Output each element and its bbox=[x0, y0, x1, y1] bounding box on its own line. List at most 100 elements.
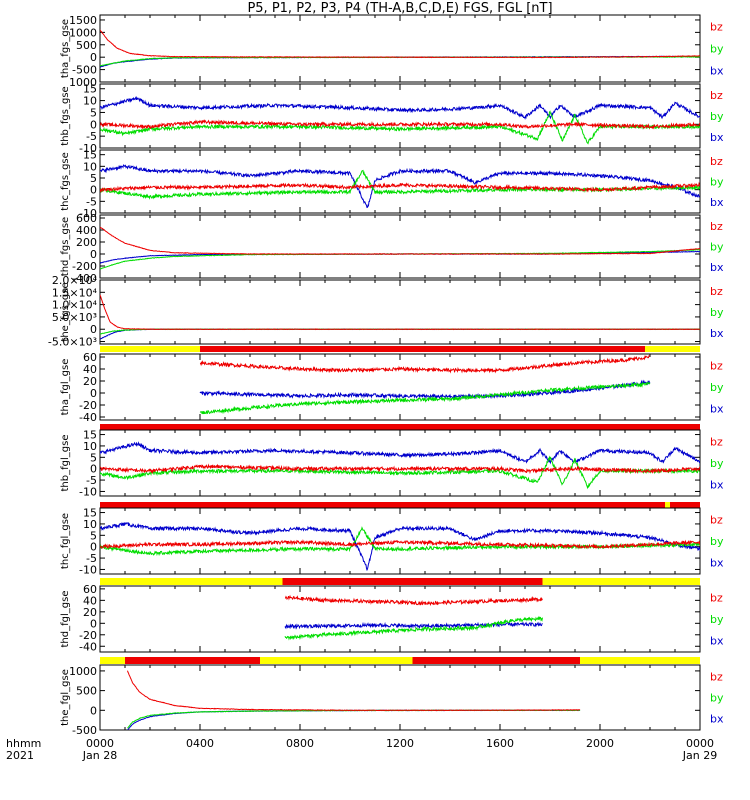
x-tick-label: 1200 bbox=[386, 737, 414, 750]
series-line-bz bbox=[100, 181, 700, 193]
x-tick-label: 0000 bbox=[86, 737, 114, 750]
y-tick-label: 0 bbox=[90, 248, 97, 261]
legend-bz: bz bbox=[710, 514, 723, 527]
series-line-bz bbox=[100, 539, 700, 550]
x-date-label: Jan 29 bbox=[682, 749, 717, 762]
y-axis-label: the_fgs_gse bbox=[60, 282, 71, 341]
status-bar-segment bbox=[282, 578, 543, 585]
y-axis-label: thb_fgl_gse bbox=[60, 435, 71, 492]
status-bar-segment bbox=[580, 657, 700, 664]
y-tick-label: 2.0×10⁴ bbox=[52, 274, 98, 287]
legend-by: by bbox=[710, 381, 724, 394]
y-tick-label: -5 bbox=[86, 552, 97, 565]
y-tick-label: -500 bbox=[72, 724, 97, 737]
x-tick-label: 0800 bbox=[286, 737, 314, 750]
series-line-bz bbox=[199, 355, 651, 374]
status-bar-segment bbox=[412, 657, 580, 664]
y-tick-label: -5 bbox=[86, 474, 97, 487]
y-tick-label: 500 bbox=[76, 39, 97, 52]
series-line-bz bbox=[127, 670, 581, 712]
y-tick-label: 0 bbox=[90, 463, 97, 476]
series-line-bx bbox=[127, 709, 581, 730]
y-tick-label: 15 bbox=[83, 149, 97, 162]
legend-bz: bz bbox=[710, 21, 723, 34]
panel-frame bbox=[99, 507, 701, 575]
legend-by: by bbox=[710, 241, 724, 254]
y-tick-label: 0 bbox=[90, 617, 97, 630]
y-tick-label: -400 bbox=[72, 272, 97, 285]
y-axis-label: thd_fgs_gse bbox=[60, 217, 71, 276]
y-tick-label: -5.0×10³ bbox=[48, 336, 97, 349]
y-tick-label: -10 bbox=[79, 207, 97, 220]
time-axis-year: 2021 bbox=[6, 749, 34, 762]
legend-by: by bbox=[710, 43, 724, 56]
y-tick-label: 0 bbox=[90, 704, 97, 717]
y-tick-label: -40 bbox=[79, 640, 97, 653]
y-tick-label: 600 bbox=[76, 212, 97, 225]
legend-by: by bbox=[710, 692, 724, 705]
legend-by: by bbox=[710, 457, 724, 470]
legend-bx: bx bbox=[710, 634, 724, 647]
legend-bx: bx bbox=[710, 713, 724, 726]
legend-bx: bx bbox=[710, 402, 724, 415]
y-tick-label: 0 bbox=[90, 184, 97, 197]
legend-bz: bz bbox=[710, 285, 723, 298]
y-tick-label: -20 bbox=[79, 629, 97, 642]
y-tick-label: 200 bbox=[76, 236, 97, 249]
y-tick-label: 60 bbox=[83, 351, 97, 364]
legend-bz: bz bbox=[710, 670, 723, 683]
y-tick-label: 10 bbox=[83, 160, 97, 173]
y-tick-label: 1000 bbox=[69, 665, 97, 678]
legend-by: by bbox=[710, 613, 724, 626]
status-bar-segment bbox=[100, 502, 665, 508]
panel-frame bbox=[99, 429, 701, 497]
series-line-bz bbox=[100, 29, 700, 59]
legend-bz: bz bbox=[710, 360, 723, 373]
status-bar-segment bbox=[665, 502, 670, 508]
series-line-bz bbox=[100, 119, 700, 130]
status-bar-segment bbox=[100, 346, 200, 352]
legend-bx: bx bbox=[710, 261, 724, 274]
y-axis-label: tha_fgl_gse bbox=[60, 359, 71, 416]
y-tick-label: 1.5×10⁴ bbox=[52, 286, 98, 299]
status-bar-segment bbox=[100, 657, 125, 664]
status-bar-segment bbox=[200, 346, 645, 352]
y-tick-label: 10 bbox=[83, 95, 97, 108]
status-bar-segment bbox=[542, 578, 700, 585]
status-bar-segment bbox=[260, 657, 413, 664]
y-tick-label: -10 bbox=[79, 485, 97, 498]
y-tick-label: 5 bbox=[90, 106, 97, 119]
y-tick-label: 15 bbox=[83, 429, 97, 442]
legend-bx: bx bbox=[710, 478, 724, 491]
legend-by: by bbox=[710, 306, 724, 319]
status-bar-segment bbox=[100, 424, 700, 430]
series-line-bx bbox=[100, 95, 700, 120]
y-tick-label: 1000 bbox=[69, 26, 97, 39]
y-tick-label: 500 bbox=[76, 685, 97, 698]
series-line-bz bbox=[100, 226, 700, 255]
y-tick-label: 20 bbox=[83, 375, 97, 388]
panel-frame bbox=[99, 83, 701, 149]
series-line-by bbox=[100, 110, 700, 145]
y-tick-label: 400 bbox=[76, 224, 97, 237]
series-line-by bbox=[100, 526, 700, 557]
series-line-bx bbox=[100, 441, 700, 465]
y-tick-label: 15 bbox=[83, 83, 97, 96]
x-tick-label: 1600 bbox=[486, 737, 514, 750]
series-line-bx bbox=[100, 521, 700, 572]
series-line-bz bbox=[100, 294, 700, 331]
y-tick-label: 40 bbox=[83, 594, 97, 607]
y-axis-label: the_fgl_gse bbox=[60, 669, 71, 726]
status-bar-segment bbox=[670, 502, 700, 508]
series-line-by bbox=[199, 381, 651, 415]
y-tick-label: 1.0×10⁴ bbox=[52, 299, 98, 312]
x-tick-label: 0000 bbox=[686, 737, 714, 750]
series-line-by bbox=[100, 249, 700, 270]
time-axis-label: hhmm bbox=[6, 737, 41, 750]
